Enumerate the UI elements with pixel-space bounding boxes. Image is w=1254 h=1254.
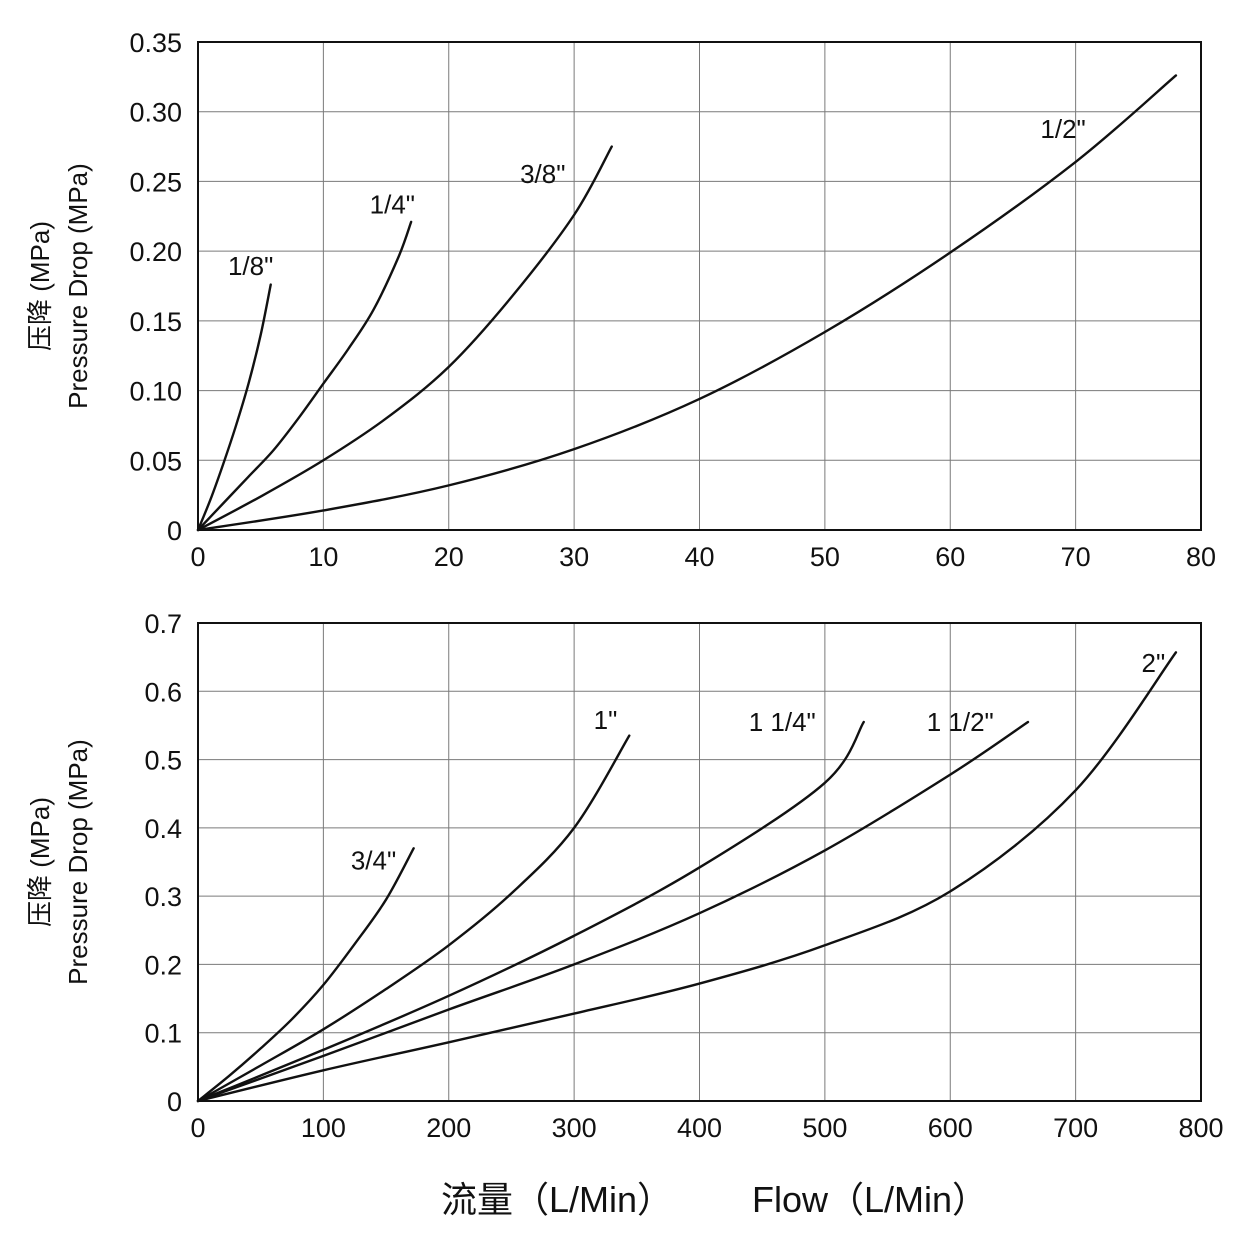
x-tick-label: 300 (552, 1113, 597, 1143)
series-label: 1/8" (228, 251, 273, 281)
x-tick-label: 200 (426, 1113, 471, 1143)
x-tick-label: 80 (1186, 542, 1216, 572)
x-tick-label: 0 (190, 1113, 205, 1143)
y-axis-title: Pressure Drop (MPa) (63, 739, 93, 985)
x-tick-label: 100 (301, 1113, 346, 1143)
x-tick-label: 500 (802, 1113, 847, 1143)
y-tick-label: 0.2 (144, 950, 182, 980)
y-axis-title-cn: 压降 (MPa) (25, 797, 55, 927)
x-tick-label: 70 (1061, 542, 1091, 572)
y-tick-label: 0.25 (129, 167, 182, 197)
x-tick-label: 40 (684, 542, 714, 572)
x-tick-label: 10 (308, 542, 338, 572)
series-line (196, 720, 1030, 1103)
x-tick-label: 50 (810, 542, 840, 572)
y-axis-title-cn: 压降 (MPa) (25, 221, 55, 351)
series-line (196, 220, 413, 532)
x-tick-label: 800 (1178, 1113, 1223, 1143)
y-tick-label: 0 (167, 516, 182, 546)
y-tick-label: 0 (167, 1087, 182, 1117)
x-tick-label: 600 (928, 1113, 973, 1143)
series-label: 2" (1142, 648, 1166, 678)
series-label: 1/4" (370, 189, 415, 219)
series-label: 1/2" (1040, 114, 1085, 144)
x-tick-label: 0 (190, 542, 205, 572)
y-tick-label: 0.3 (144, 882, 182, 912)
x-tick-label: 400 (677, 1113, 722, 1143)
series-line (196, 145, 613, 532)
plot-frame (197, 41, 1202, 531)
y-tick-label: 0.5 (144, 746, 182, 776)
series-label: 1 1/2" (927, 707, 994, 737)
series-line (196, 283, 272, 532)
series-label: 3/8" (520, 159, 565, 189)
series-line (196, 651, 1178, 1103)
y-tick-label: 0.20 (129, 237, 182, 267)
grid-lines (198, 623, 1201, 1101)
y-tick-label: 0.7 (144, 609, 182, 639)
y-tick-label: 0.4 (144, 814, 182, 844)
y-tick-label: 0.10 (129, 377, 182, 407)
plot-frame (197, 622, 1202, 1102)
series-label: 1 1/4" (749, 707, 816, 737)
y-tick-label: 0.6 (144, 677, 182, 707)
y-tick-label: 0.05 (129, 446, 182, 476)
top-chart: 0 10 20 30 40 50 60 70 80 0 0.05 0.10 0.15 0.20 0.25 0.… (25, 28, 1216, 572)
x-tick-label: 700 (1053, 1113, 1098, 1143)
y-tick-label: 0.35 (129, 28, 182, 58)
grid-lines (198, 42, 1201, 530)
series-line (196, 74, 1178, 532)
series-line (196, 734, 631, 1103)
series-line (196, 847, 415, 1103)
y-axis-title: Pressure Drop (MPa) (63, 163, 93, 409)
y-tick-label: 0.30 (129, 98, 182, 128)
x-axis-label-cn: 流量（L/Min） (441, 1179, 673, 1220)
y-tick-label: 0.1 (144, 1019, 182, 1049)
bottom-chart: 0 100 200 300 400 500 600 700 800 0 0.1 0.2 0.3 0.4 0.… (25, 609, 1224, 1143)
series-line (196, 720, 865, 1103)
series-label: 1" (594, 705, 618, 735)
x-tick-label: 20 (434, 542, 464, 572)
x-axis-label-en: Flow（L/Min） (752, 1179, 988, 1220)
x-tick-label: 30 (559, 542, 589, 572)
y-tick-label: 0.15 (129, 307, 182, 337)
x-tick-label: 60 (935, 542, 965, 572)
series-label: 3/4" (351, 846, 396, 876)
